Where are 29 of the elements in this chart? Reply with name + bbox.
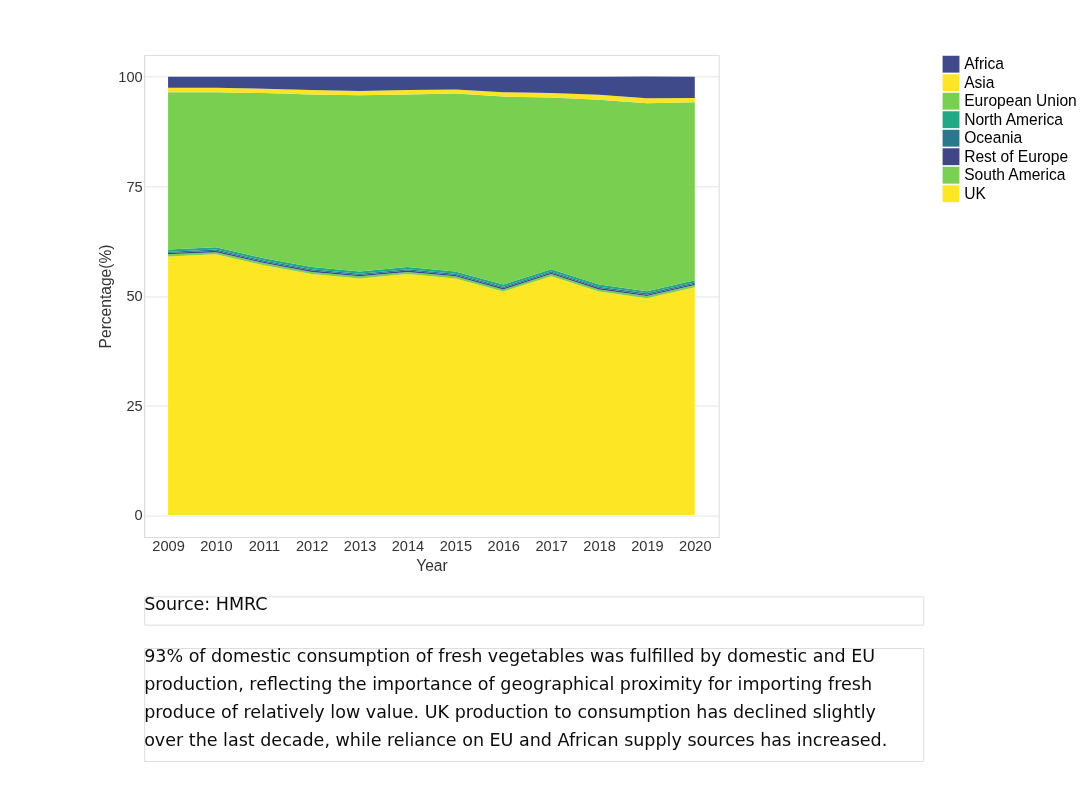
legend-label: Rest of Europe [964, 147, 1069, 165]
y-tick-label: 50 [126, 288, 143, 305]
y-axis-title: Percentage(%) [97, 244, 115, 349]
x-tick-label: 2013 [343, 538, 377, 555]
y-tick-label: 0 [134, 507, 143, 524]
x-tick-label: 2014 [391, 538, 425, 555]
legend-label: North America [964, 110, 1064, 128]
y-tick-label: 25 [126, 397, 143, 414]
x-tick-label: 2010 [200, 538, 233, 555]
x-tick-label: 2020 [679, 538, 712, 555]
x-tick-label: 2018 [583, 538, 616, 555]
legend-label: Oceania [964, 129, 1023, 147]
y-tick-label: 100 [118, 69, 143, 86]
legend-label: South America [964, 166, 1066, 184]
x-axis-title: Year [416, 556, 448, 574]
legend-label: Africa [964, 55, 1005, 73]
x-tick-label: 2019 [631, 538, 664, 555]
x-tick-label: 2012 [295, 538, 329, 555]
x-tick-label: 2015 [439, 538, 473, 555]
x-tick-label: 2009 [152, 538, 185, 555]
x-tick-label: 2011 [248, 538, 281, 555]
legend-label: UK [964, 184, 987, 202]
x-tick-label: 2016 [487, 538, 520, 555]
legend-label: Asia [964, 73, 995, 91]
x-tick-label: 2017 [535, 538, 568, 555]
text: 93% of domestic consumption of fresh vegetables was fulfilled by domestic and EU production, reflecting the importance of geographical proximity for importing fresh produce of relatively low value. UK production to consumption has declined slightly over the last decade, while reliance on EU and African supply sources has increased. [144, 645, 888, 751]
y-tick-label: 75 [126, 178, 143, 195]
legend-label: European Union [964, 92, 1077, 110]
source-note: Source: HMRC [144, 594, 268, 615]
